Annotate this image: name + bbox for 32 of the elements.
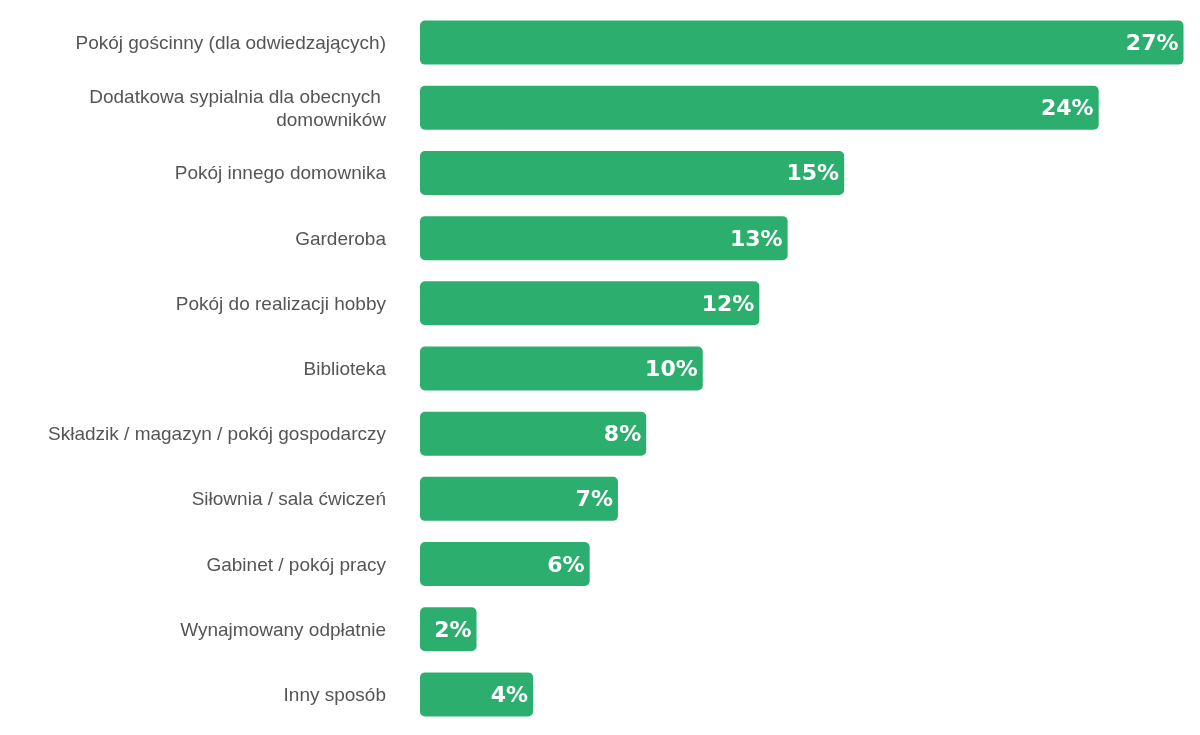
y-tick-label: Składzik / magazyn / pokój gospodarczy — [48, 423, 387, 445]
bar — [420, 476, 618, 521]
data-label: 24% — [1041, 95, 1094, 121]
data-label: 15% — [786, 160, 840, 186]
y-tick-label: Dodatkowa sypialnia dla obecnych domowników — [89, 85, 387, 130]
y-tick-label: Inny sposób — [283, 683, 386, 705]
bar — [420, 411, 647, 456]
bar — [420, 85, 1099, 130]
data-label: 7% — [575, 486, 613, 512]
data-label: 4% — [490, 681, 529, 707]
data-label: 13% — [729, 225, 783, 251]
y-tick-label: Pokój gościnny (dla odwiedzających) — [75, 32, 386, 54]
bar — [420, 150, 845, 195]
y-tick-label: Siłownia / sala ćwiczeń — [191, 488, 386, 510]
data-label: 2% — [434, 616, 472, 642]
data-label: 8% — [603, 421, 642, 447]
y-tick-label: Biblioteka — [303, 358, 387, 379]
y-tick-label: Pokój do realizacji hobby — [175, 292, 387, 314]
y-tick-label: Pokój innego domownika — [174, 162, 387, 184]
bar — [420, 542, 590, 587]
bar — [420, 216, 788, 261]
data-label: 12% — [701, 290, 755, 316]
y-tick-label: Garderoba — [295, 227, 387, 249]
bar — [420, 281, 760, 326]
bar — [420, 20, 1184, 65]
data-label: 10% — [645, 356, 698, 381]
bar — [420, 346, 703, 391]
y-tick-label: Wynajmowany odpłatnie — [180, 618, 386, 640]
data-label: 27% — [1125, 30, 1179, 56]
bar — [420, 672, 534, 717]
y-tick-label: Gabinet / pokój pracy — [206, 553, 387, 575]
data-label: 6% — [547, 551, 585, 577]
